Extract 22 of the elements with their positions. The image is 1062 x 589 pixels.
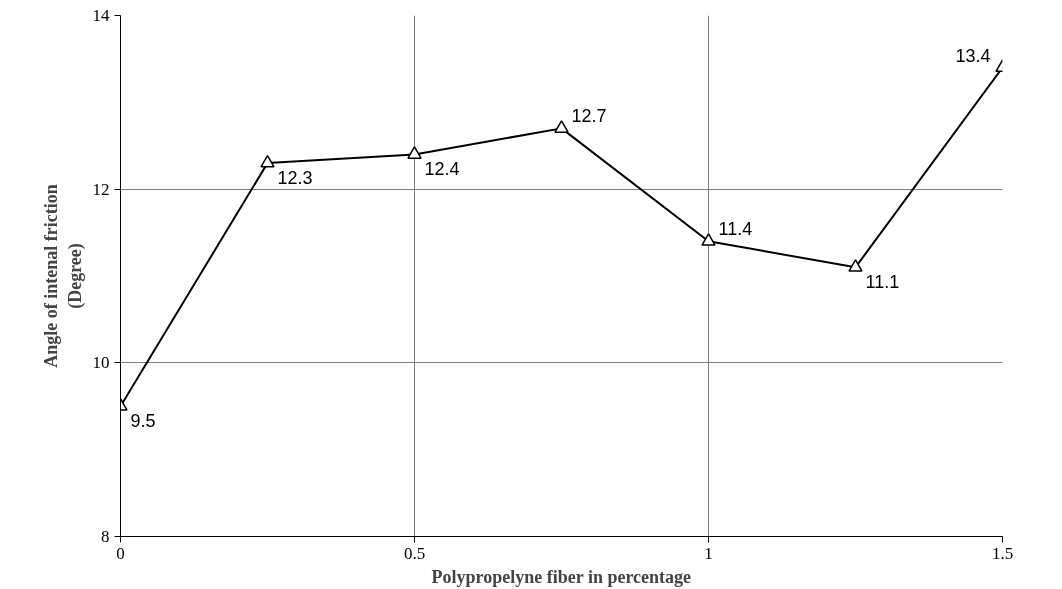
point xyxy=(848,259,863,272)
point xyxy=(407,146,422,159)
data-label: 9.5 xyxy=(130,411,156,432)
x-tick-label: 0 xyxy=(116,543,125,563)
x-tick-label: 1.5 xyxy=(991,543,1014,563)
x-axis-title: Polypropelyne fiber in percentage xyxy=(431,566,692,587)
x-tick-label: 0.5 xyxy=(403,543,426,563)
data-label: 11.1 xyxy=(865,272,900,293)
point xyxy=(260,154,275,168)
y-tick-label: 14 xyxy=(92,6,110,25)
data-label: 11.4 xyxy=(718,219,753,240)
point xyxy=(554,120,569,133)
x-tick-label: 1 xyxy=(704,543,713,563)
data-label: 13.4 xyxy=(955,45,991,66)
y-tick-label: 8 xyxy=(101,527,110,546)
point xyxy=(701,233,716,246)
data-label: 12.3 xyxy=(277,168,313,189)
data-label: 12.7 xyxy=(571,106,607,127)
y-axis-title: Angle of intenal friction (Degree) xyxy=(40,184,86,368)
y-tick-label: 12 xyxy=(92,179,110,199)
y-tick-label: 10 xyxy=(92,353,110,373)
data-label: 12.4 xyxy=(424,159,460,180)
